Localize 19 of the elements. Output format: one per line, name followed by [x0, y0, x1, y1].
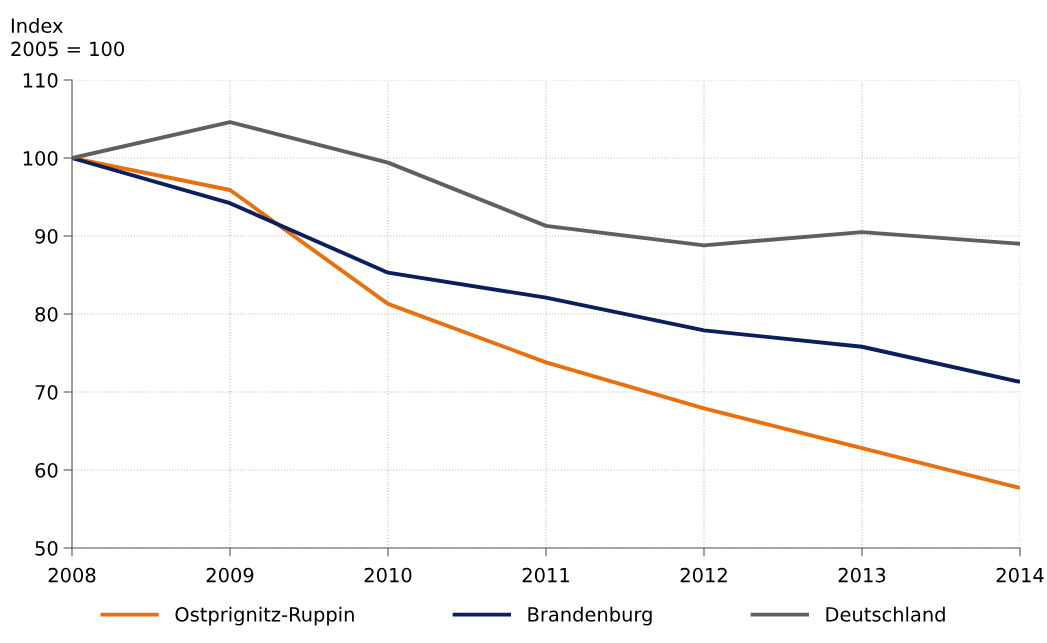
- y-tick-label: 70: [35, 384, 58, 400]
- legend-label: Ostprignitz-Ruppin: [175, 606, 354, 626]
- legend-label: Brandenburg: [528, 606, 652, 626]
- x-tick-label: 2010: [364, 567, 412, 583]
- x-tick-label: 2012: [680, 567, 727, 583]
- y-tick-label: 50: [35, 540, 58, 556]
- y-tick-label: 100: [23, 150, 58, 166]
- y-tick-label: 80: [35, 306, 58, 322]
- x-tick-label: 2009: [206, 567, 254, 583]
- x-tick-label: 2008: [48, 567, 96, 583]
- x-tick-label: 2011: [522, 567, 569, 583]
- y-axis-title: Index 2005 = 100: [11, 17, 124, 57]
- line-series: [72, 156, 1020, 384]
- x-tick-label: 2013: [838, 567, 886, 583]
- y-tick-label: 110: [23, 72, 58, 88]
- x-tick-label: 2014: [996, 567, 1044, 583]
- y-tick-label: 60: [35, 462, 58, 478]
- legend-label: Deutschland: [826, 606, 945, 622]
- y-tick-label: 90: [35, 228, 58, 244]
